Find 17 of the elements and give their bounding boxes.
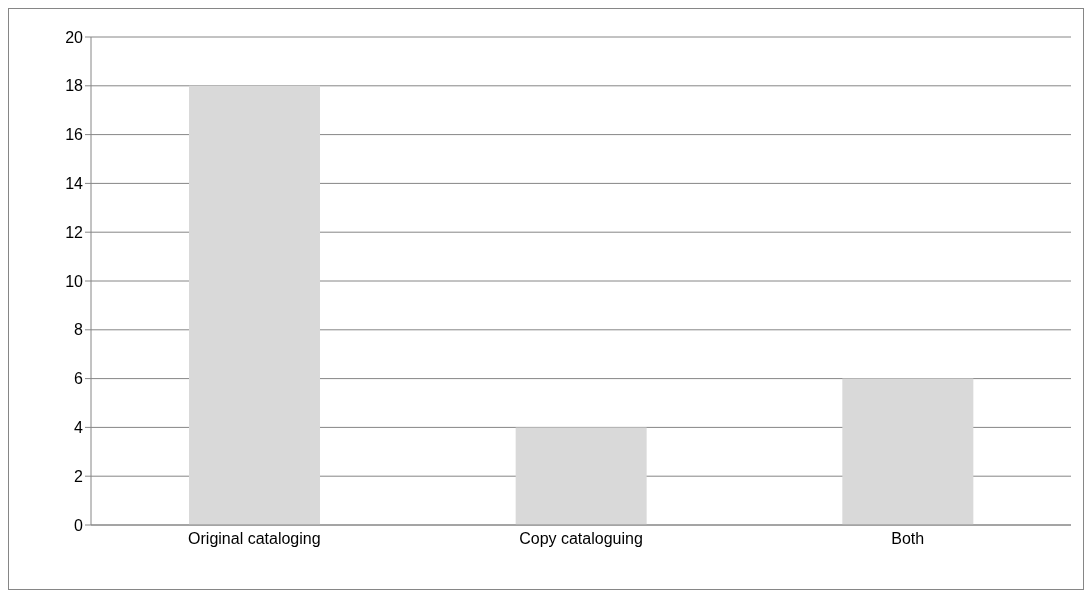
y-tick-label: 12	[65, 223, 84, 241]
y-tick-label: 4	[74, 419, 84, 437]
y-tick-label: 14	[65, 175, 84, 193]
y-tick-label: 2	[74, 467, 84, 485]
bar	[842, 378, 974, 525]
x-tick-label: Original cataloging	[188, 530, 321, 548]
y-tick-label: 16	[65, 126, 84, 144]
x-tick-label: Copy cataloguing	[519, 530, 643, 548]
y-tick-label: 6	[74, 370, 84, 388]
y-tick-label: 8	[74, 321, 84, 339]
bar	[515, 427, 647, 525]
y-tick-label: 10	[65, 272, 84, 290]
x-tick-label: Both	[891, 530, 925, 548]
bar	[189, 85, 320, 525]
y-tick-label: 20	[65, 28, 84, 46]
y-tick-label: 18	[65, 77, 84, 95]
y-tick-label: 0	[74, 516, 84, 534]
